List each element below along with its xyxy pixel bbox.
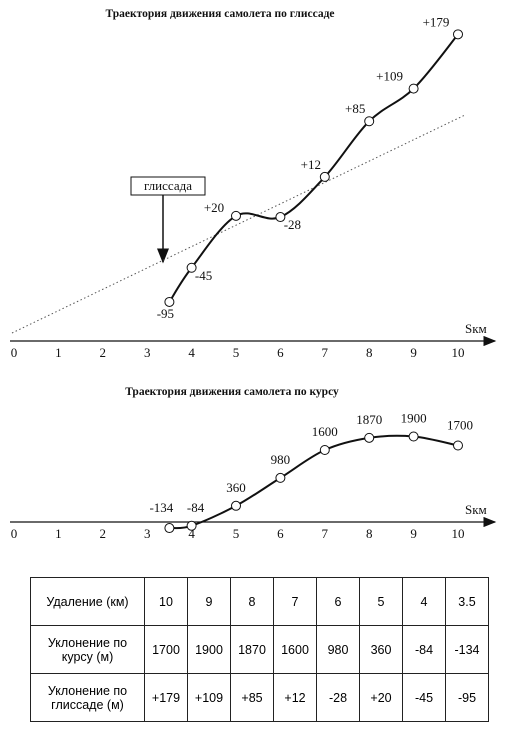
point bbox=[453, 29, 463, 40]
x-axis-label: Sкм bbox=[465, 502, 487, 517]
point bbox=[231, 210, 241, 221]
value-label: 360 bbox=[226, 480, 246, 495]
point bbox=[408, 83, 419, 94]
value-label: +85 bbox=[345, 101, 365, 116]
cell: 1900 bbox=[187, 625, 231, 674]
x-tick-label: 9 bbox=[410, 526, 417, 541]
chart-title: Траектория движения самолета по глиссаде bbox=[105, 8, 334, 20]
value-label: 1870 bbox=[356, 412, 382, 427]
charts: Траектория движения самолета по глиссаде… bbox=[10, 8, 497, 541]
x-tick-label: 0 bbox=[11, 345, 18, 360]
row-header: Уклонение по глиссаде (м) bbox=[30, 673, 145, 722]
point bbox=[164, 296, 175, 307]
cell: 5 bbox=[359, 577, 403, 626]
cell: 1700 bbox=[144, 625, 188, 674]
value-label: -45 bbox=[195, 268, 212, 283]
cell: 6 bbox=[316, 577, 360, 626]
x-tick-label: 6 bbox=[277, 526, 284, 541]
x-tick-label: 5 bbox=[233, 526, 240, 541]
cell: +85 bbox=[230, 673, 274, 722]
annotation-box bbox=[130, 176, 206, 196]
cell: 8 bbox=[230, 577, 274, 626]
cell: -84 bbox=[402, 625, 446, 674]
x-tick-label: 7 bbox=[322, 345, 329, 360]
value-label: +20 bbox=[204, 200, 224, 215]
cell: -95 bbox=[445, 673, 489, 722]
point bbox=[186, 262, 197, 273]
point bbox=[364, 432, 375, 443]
point bbox=[231, 500, 241, 511]
cell: 9 bbox=[187, 577, 231, 626]
x-tick-label: 2 bbox=[100, 526, 107, 541]
cell: 4 bbox=[402, 577, 446, 626]
cell: +179 bbox=[144, 673, 188, 722]
value-label: 1600 bbox=[312, 424, 338, 439]
value-label: 1900 bbox=[401, 411, 427, 426]
cell: 3.5 bbox=[445, 577, 489, 626]
value-label: +12 bbox=[301, 157, 321, 172]
x-tick-label: 6 bbox=[277, 345, 284, 360]
x-tick-label: 0 bbox=[11, 526, 18, 541]
glide-line bbox=[11, 114, 466, 334]
value-label: -84 bbox=[187, 500, 205, 515]
point bbox=[453, 440, 463, 451]
value-label: -28 bbox=[284, 217, 301, 232]
x-tick-label: 1 bbox=[55, 345, 62, 360]
point bbox=[164, 523, 175, 534]
point bbox=[319, 171, 330, 182]
x-tick-label: 3 bbox=[144, 526, 151, 541]
cell: 980 bbox=[316, 625, 360, 674]
value-label: +179 bbox=[423, 14, 450, 29]
cell: 7 bbox=[273, 577, 317, 626]
row-header: Уклонение по курсу (м) bbox=[30, 625, 145, 674]
point bbox=[408, 431, 419, 442]
x-tick-label: 2 bbox=[100, 345, 107, 360]
point bbox=[319, 445, 330, 455]
x-tick-label: 9 bbox=[410, 345, 417, 360]
cell: +12 bbox=[273, 673, 317, 722]
value-label: +109 bbox=[376, 69, 403, 84]
trajectory bbox=[169, 434, 459, 530]
value-label: -134 bbox=[149, 500, 173, 515]
point bbox=[275, 212, 286, 223]
point bbox=[364, 116, 375, 127]
cell: -28 bbox=[316, 673, 360, 722]
point bbox=[275, 472, 286, 483]
cell: 1870 bbox=[230, 625, 274, 674]
x-tick-label: 3 bbox=[144, 345, 151, 360]
x-tick-label: 10 bbox=[452, 345, 465, 360]
chart-title: Траектория движения самолета по курсу bbox=[125, 386, 339, 398]
data-table: Удаление (км) 10 9 8 7 6 5 4 3.5 Уклонение по кур… bbox=[30, 577, 489, 722]
value-label: -95 bbox=[157, 306, 174, 321]
cell: 1600 bbox=[273, 625, 317, 674]
value-label: 1700 bbox=[447, 418, 473, 433]
cell: +20 bbox=[359, 673, 403, 722]
x-tick-label: 8 bbox=[366, 526, 373, 541]
value-label: 980 bbox=[271, 452, 291, 467]
annotation: глиссада bbox=[144, 178, 192, 193]
x-axis-label: Sкм bbox=[465, 321, 487, 336]
x-tick-label: 7 bbox=[322, 526, 329, 541]
x-tick-label: 10 bbox=[452, 526, 465, 541]
x-tick-label: 4 bbox=[188, 526, 195, 541]
row-header: Удаление (км) bbox=[30, 577, 145, 626]
cell: -45 bbox=[402, 673, 446, 722]
x-tick-label: 5 bbox=[233, 345, 240, 360]
cell: -134 bbox=[445, 625, 489, 674]
x-tick-label: 1 bbox=[55, 526, 62, 541]
cell: 10 bbox=[144, 577, 188, 626]
point bbox=[186, 520, 197, 531]
x-tick-label: 8 bbox=[366, 345, 373, 360]
x-tick-label: 4 bbox=[188, 345, 195, 360]
cell: +109 bbox=[187, 673, 231, 722]
cell: 360 bbox=[359, 625, 403, 674]
